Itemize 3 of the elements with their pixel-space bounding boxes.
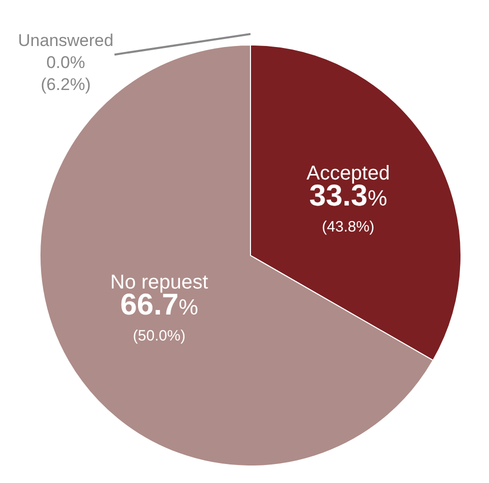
category-label: Unanswered	[18, 31, 114, 50]
slice-label: No repuest	[110, 272, 209, 294]
text: 0.0% (6.2%)	[40, 53, 91, 94]
